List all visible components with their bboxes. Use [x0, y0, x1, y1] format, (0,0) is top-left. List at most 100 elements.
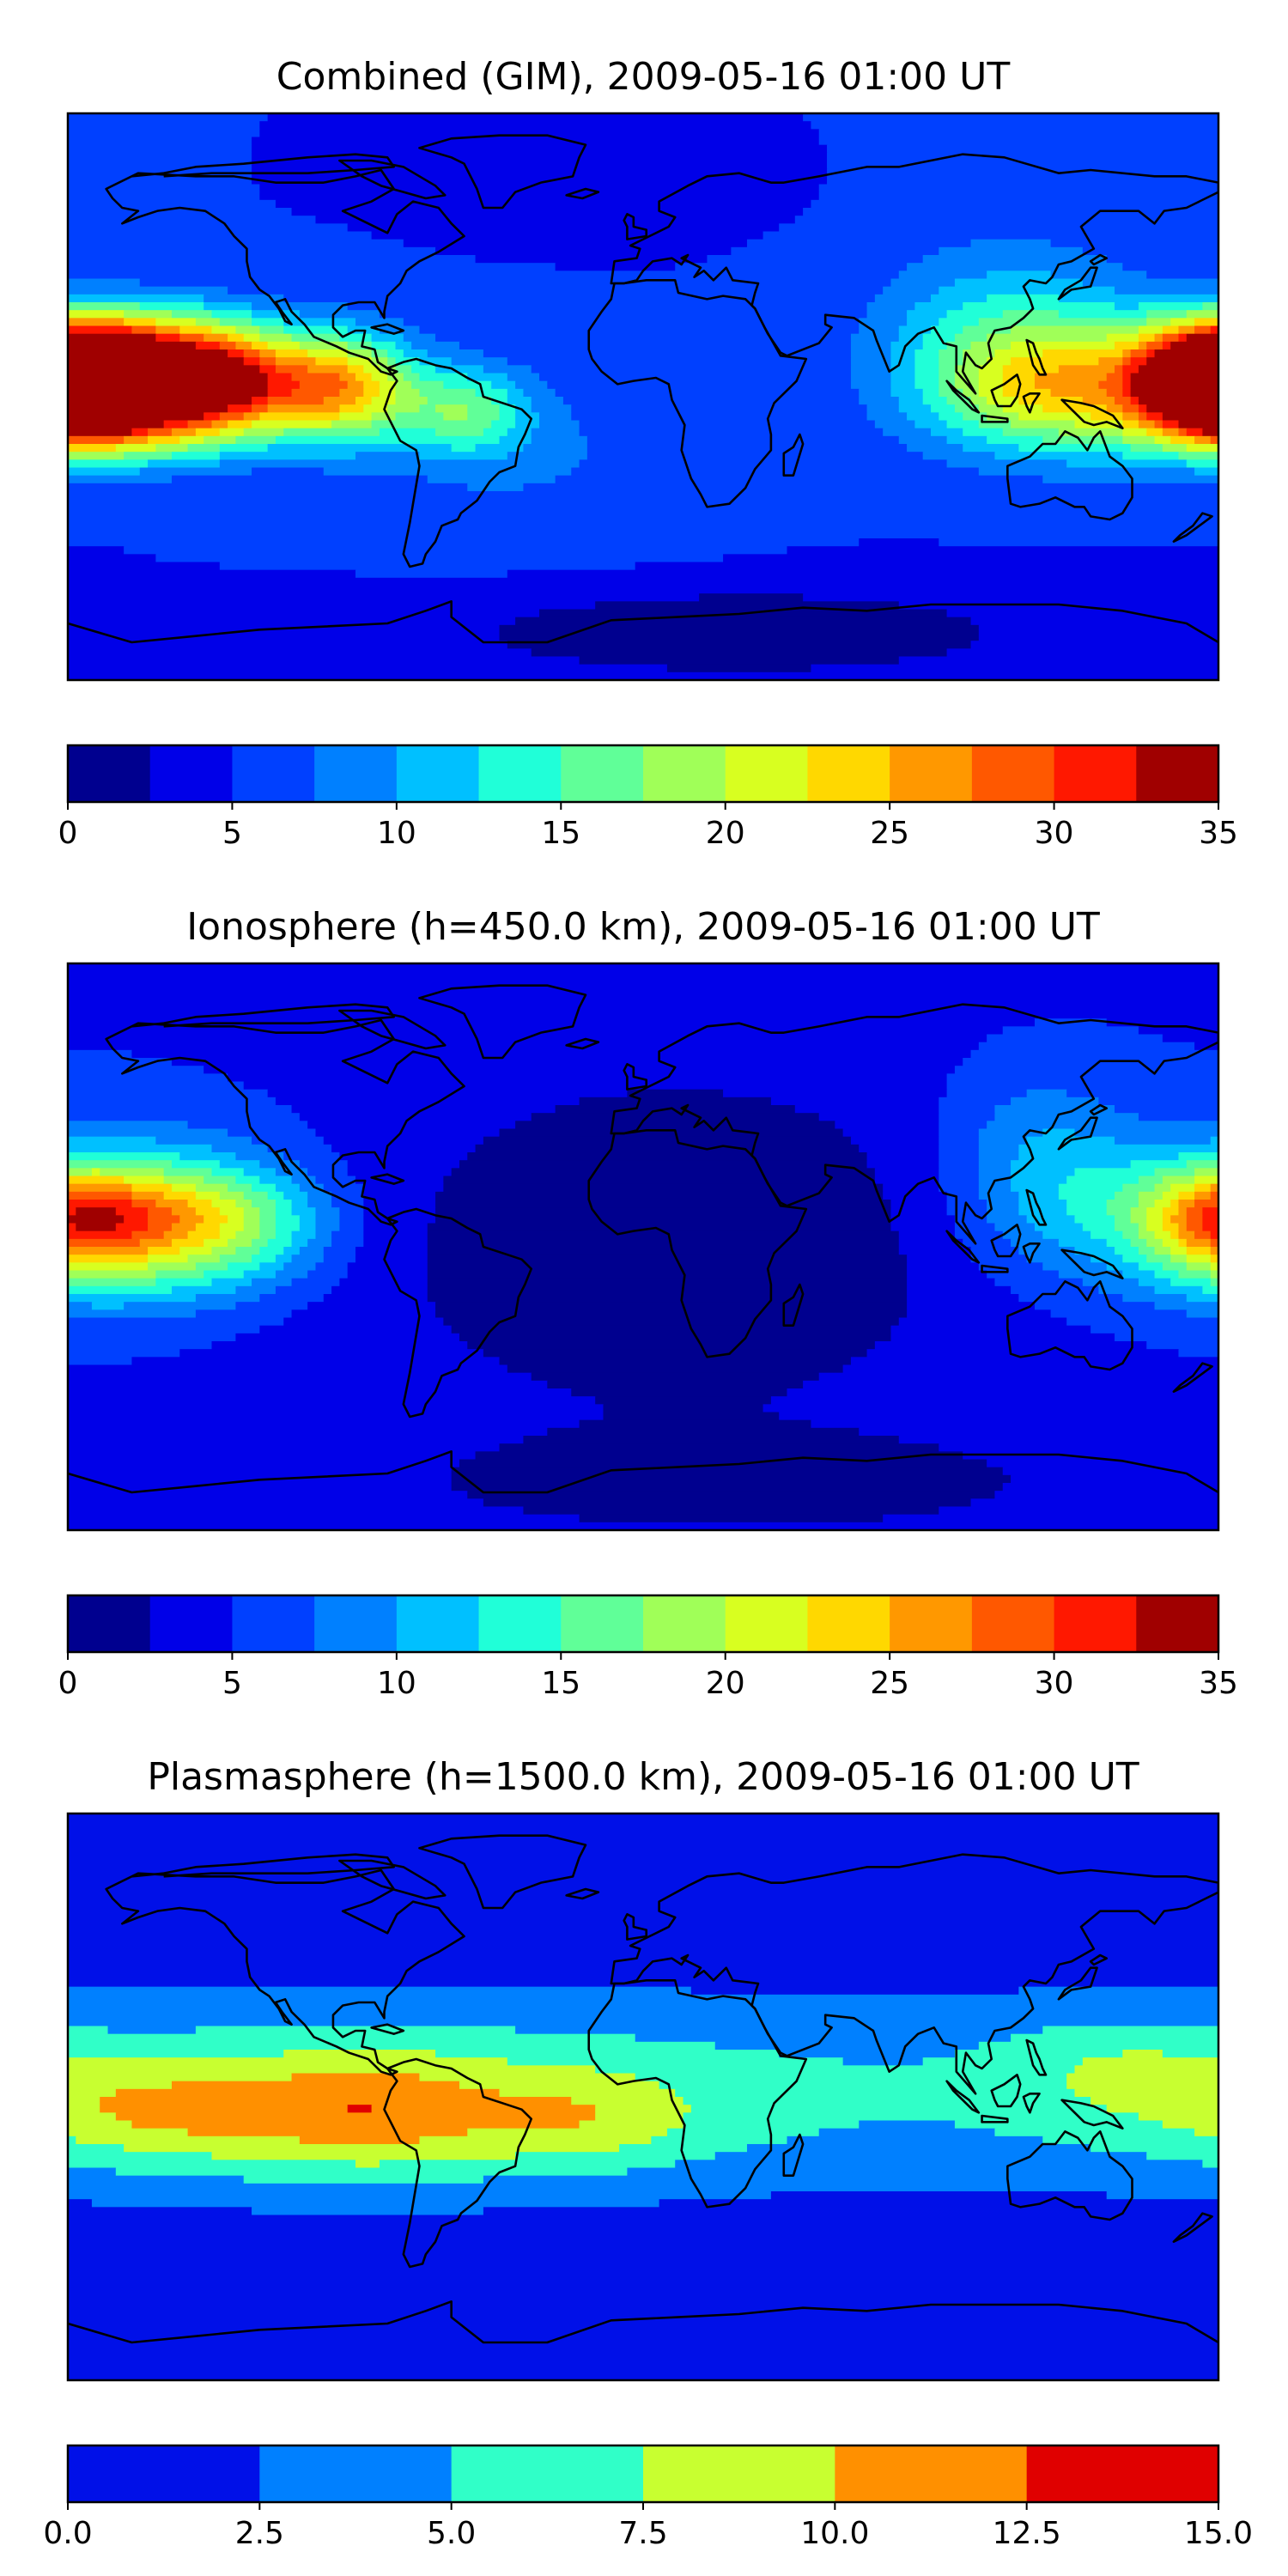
contour-cell	[1122, 452, 1180, 460]
colorbar-segment	[643, 745, 726, 802]
contour-cell	[1194, 435, 1212, 445]
contour-cell	[922, 397, 948, 405]
colorbar-segment	[478, 745, 562, 802]
contour-cell	[1170, 1247, 1188, 1255]
contour-cell	[1042, 435, 1123, 445]
contour-cell	[68, 1916, 1218, 1924]
colorbar-frame	[66, 744, 1220, 804]
contour-cell	[267, 388, 293, 398]
contour-cell	[1050, 388, 1108, 398]
contour-cell	[68, 2356, 1218, 2366]
contour-cell	[770, 2191, 1108, 2200]
contour-cell	[68, 1491, 468, 1499]
contour-cell	[68, 1837, 1218, 1846]
contour-cell	[347, 380, 364, 390]
contour-cell	[171, 428, 197, 437]
contour-cell	[68, 987, 1218, 996]
contour-cell	[291, 1207, 317, 1216]
contour-cell	[419, 325, 860, 335]
contour-cell	[907, 1302, 1036, 1310]
map-frame	[66, 1812, 1220, 2382]
colorbar-segment	[396, 1595, 480, 1652]
panel-title: Plasmasphere (h=1500.0 km), 2009-05-16 0…	[147, 1755, 1139, 1799]
contour-cell	[68, 1829, 1218, 1838]
contour-cell	[68, 420, 165, 429]
contour-cell	[1115, 1223, 1139, 1232]
contour-cell	[963, 428, 1004, 437]
contour-cell	[978, 2041, 1218, 2050]
contour-cell	[907, 444, 963, 453]
contour-cell	[890, 1200, 948, 1208]
contour-cell	[299, 1113, 532, 1121]
contour-cell	[115, 444, 156, 453]
contour-cell	[1178, 1270, 1212, 1279]
contour-cell	[68, 1498, 484, 1508]
contour-cell	[179, 435, 204, 445]
contour-cell	[68, 2112, 117, 2122]
contour-cell	[1018, 397, 1084, 405]
contour-cell	[315, 1230, 332, 1240]
contour-cell	[1011, 1285, 1100, 1295]
colorbar-tick-label: 12.5	[993, 2516, 1061, 2551]
contour-cell	[850, 341, 892, 350]
contour-cell	[419, 388, 477, 398]
contour-cell	[68, 349, 228, 358]
contour-cell	[283, 1152, 340, 1161]
contour-cell	[371, 231, 764, 240]
contour-cell	[243, 1168, 276, 1177]
contour-cell	[211, 1278, 252, 1287]
contour-cell	[379, 388, 397, 398]
contour-cell	[68, 609, 540, 618]
contour-cell	[946, 1207, 987, 1216]
contour-cell	[1162, 341, 1171, 350]
contour-cell	[890, 278, 956, 288]
contour-cell	[219, 1160, 260, 1169]
contour-cell	[483, 428, 508, 437]
contour-cell	[68, 1026, 1004, 1036]
contour-cell	[267, 404, 340, 413]
contour-cell	[1138, 404, 1147, 413]
contour-cell	[68, 1451, 477, 1461]
contour-cell	[1066, 1200, 1108, 1208]
contour-cell	[68, 1160, 173, 1169]
contour-cell	[1074, 1215, 1115, 1224]
contour-cell	[859, 397, 900, 405]
contour-cell	[1210, 1136, 1218, 1145]
contour-cell	[459, 1333, 892, 1342]
contour-cell	[1122, 1230, 1139, 1240]
contour-cell	[507, 388, 525, 398]
contour-cell	[68, 388, 269, 398]
contour-cell	[68, 1168, 93, 1177]
contour-cell	[68, 2372, 1218, 2380]
contour-cell	[731, 246, 939, 256]
contour-cell	[419, 2136, 652, 2145]
contour-cell	[68, 444, 117, 453]
contour-cell	[115, 2112, 596, 2122]
contour-cell	[323, 1136, 484, 1145]
contour-cell	[1122, 428, 1147, 437]
contour-cell	[435, 1215, 892, 1224]
contour-cell	[907, 1255, 972, 1263]
contour-cell	[1042, 1230, 1091, 1240]
contour-cell	[363, 1238, 428, 1248]
contour-cell	[275, 1168, 308, 1177]
contour-cell	[1050, 270, 1147, 280]
contour-cell	[459, 1459, 987, 1468]
contour-cell	[68, 1144, 213, 1153]
contour-cell	[347, 302, 868, 311]
contour-cell	[762, 231, 1218, 240]
contour-cell	[299, 1223, 317, 1232]
contour-cell	[1210, 1255, 1218, 1263]
contour-cell	[1042, 2026, 1218, 2035]
contour-cell	[883, 1191, 948, 1200]
contour-cell	[275, 1183, 301, 1193]
contour-cell	[1170, 1230, 1180, 1240]
contour-cell	[419, 452, 508, 460]
contour-cell	[267, 1089, 628, 1098]
contour-cell	[467, 483, 525, 492]
contour-cell	[1130, 380, 1218, 390]
contour-cell	[68, 1089, 269, 1098]
contour-cell	[515, 404, 532, 413]
contour-cell	[68, 514, 1218, 524]
contour-cell	[1202, 1215, 1218, 1224]
